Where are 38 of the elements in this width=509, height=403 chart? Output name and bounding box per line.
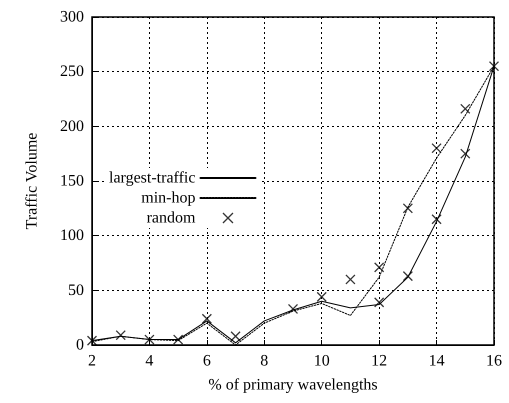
x-tick-label: 2 [88, 352, 96, 370]
point [345, 274, 356, 285]
y-tick-label: 100 [60, 227, 84, 244]
y-axis-title: Traffic Volume [24, 132, 40, 230]
point [431, 214, 442, 224]
y-tick-label: 150 [60, 172, 84, 190]
x-tick-label: 6 [202, 352, 211, 370]
point [374, 297, 384, 308]
point [144, 334, 155, 345]
y-tick-label: 250 [60, 63, 84, 80]
point [86, 335, 98, 346]
point [374, 262, 384, 273]
point [172, 334, 184, 345]
legend-label: largest-traffic [108, 170, 196, 186]
point [202, 314, 212, 324]
point [288, 304, 298, 314]
x-axis-title: % of primary wavelengths [208, 376, 378, 394]
point [402, 270, 414, 282]
point [116, 330, 126, 340]
x-tick-label: 16 [486, 352, 502, 370]
y-tick-label: 200 [60, 118, 84, 135]
y-tick-label: 300 [60, 8, 84, 26]
x-tick-label: 4 [145, 352, 154, 370]
x-tick-label: 10 [314, 352, 330, 370]
point [460, 148, 470, 159]
y-tick-label: 50 [68, 282, 84, 299]
legend-label: min-hop [141, 190, 196, 206]
point [402, 203, 414, 214]
legend-label: random [146, 210, 196, 226]
point [230, 331, 241, 342]
point [488, 61, 500, 72]
x-tick-label: 12 [371, 352, 388, 370]
point [431, 143, 442, 154]
point [316, 292, 327, 302]
x-tick-label: 8 [260, 352, 268, 370]
y-tick-label: 0 [76, 336, 84, 354]
x-tick-label: 14 [428, 352, 445, 370]
point [460, 104, 470, 114]
